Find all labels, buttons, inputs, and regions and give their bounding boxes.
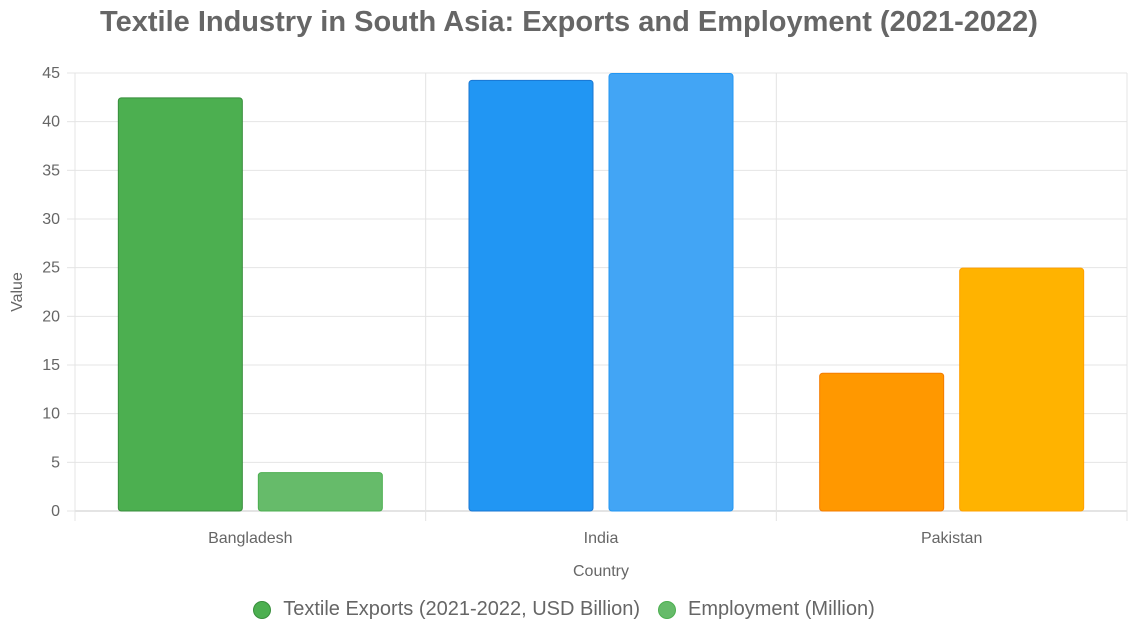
legend-swatch-exports (253, 600, 272, 619)
x-axis-title: Country (573, 563, 629, 580)
y-tick-label: 10 (42, 406, 60, 423)
legend-label-exports: Textile Exports (2021-2022, USD Billion) (283, 598, 641, 620)
legend: Textile Exports (2021-2022, USD Billion)… (0, 598, 1128, 621)
legend-item-exports[interactable]: Textile Exports (2021-2022, USD Billion) (253, 598, 640, 621)
legend-label-employment: Employment (Million) (688, 598, 875, 620)
legend-item-employment[interactable]: Employment (Million) (658, 598, 875, 621)
bar-india-series-1 (608, 73, 734, 512)
y-tick-label: 0 (51, 503, 60, 520)
x-tick-label: Bangladesh (208, 530, 293, 547)
y-tick-label: 35 (42, 162, 60, 179)
y-tick-label: 20 (42, 308, 60, 325)
bar-bangladesh-series-0 (117, 97, 243, 512)
legend-swatch-employment (658, 600, 677, 619)
y-axis-title: Value (9, 272, 26, 312)
x-tick-label: India (584, 530, 619, 547)
chart-title: Textile Industry in South Asia: Exports … (100, 6, 1038, 38)
bar-india-series-0 (468, 79, 594, 512)
y-tick-label: 30 (42, 211, 60, 228)
x-tick-label: Pakistan (921, 530, 982, 547)
y-tick-label: 15 (42, 357, 60, 374)
y-tick-label: 5 (51, 454, 60, 471)
bar-pakistan-series-1 (959, 267, 1085, 512)
y-tick-label: 40 (42, 114, 60, 131)
bar-pakistan-series-0 (819, 372, 945, 512)
bar-bangladesh-series-1 (257, 472, 383, 512)
y-tick-label: 25 (42, 260, 60, 277)
y-tick-label: 45 (42, 65, 60, 82)
